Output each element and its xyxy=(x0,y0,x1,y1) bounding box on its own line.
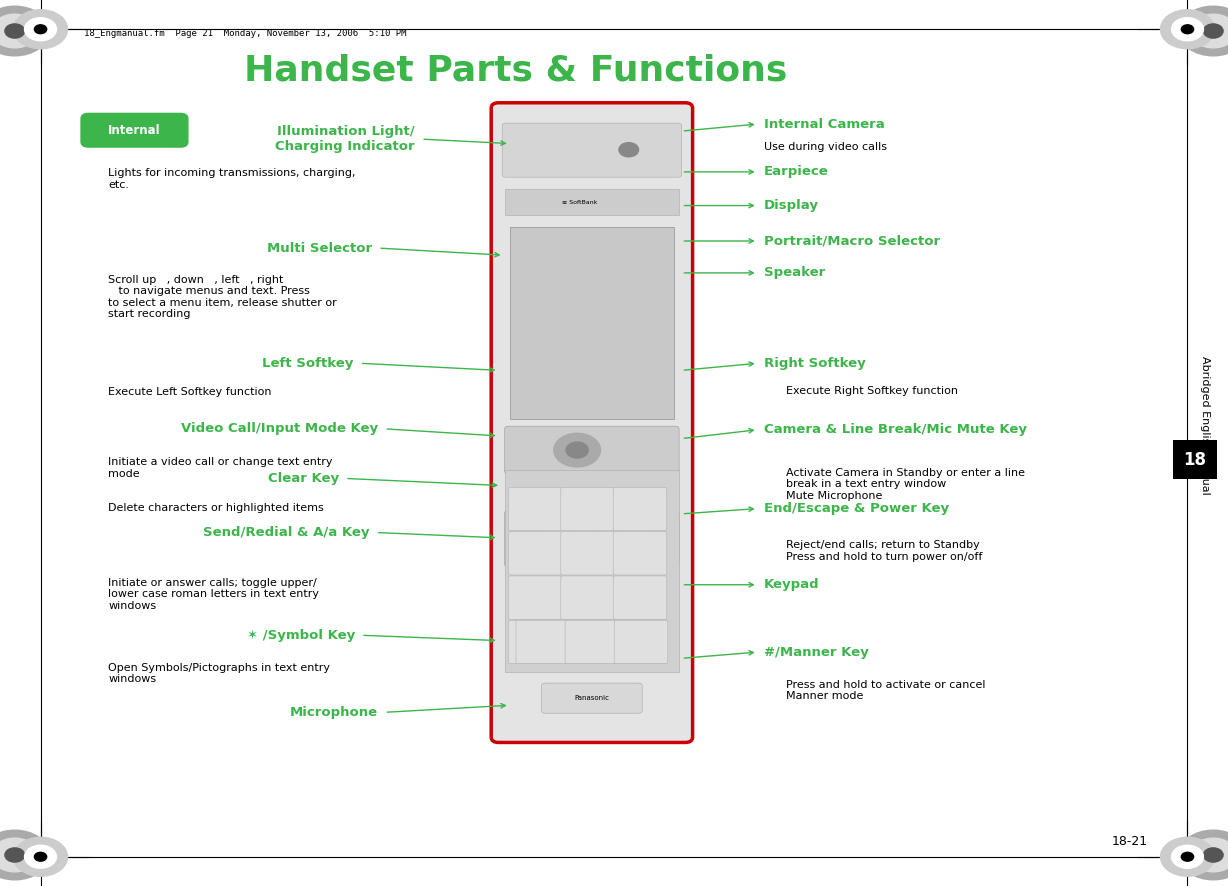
Text: Activate Camera in Standby or enter a line
break in a text entry window
Mute Mic: Activate Camera in Standby or enter a li… xyxy=(786,468,1025,501)
Circle shape xyxy=(0,14,38,48)
Text: Keypad: Keypad xyxy=(764,579,819,591)
Text: Lights for incoming transmissions, charging,
etc.: Lights for incoming transmissions, charg… xyxy=(108,168,356,190)
Text: ✶ /Symbol Key: ✶ /Symbol Key xyxy=(247,629,355,641)
Circle shape xyxy=(1190,838,1228,872)
FancyBboxPatch shape xyxy=(613,576,667,619)
Text: Portrait/Macro Selector: Portrait/Macro Selector xyxy=(764,235,939,247)
Text: 18-21: 18-21 xyxy=(1111,835,1148,848)
Circle shape xyxy=(1172,18,1203,41)
FancyBboxPatch shape xyxy=(508,620,562,664)
FancyBboxPatch shape xyxy=(613,478,647,509)
FancyBboxPatch shape xyxy=(561,532,614,575)
FancyBboxPatch shape xyxy=(502,123,682,177)
FancyBboxPatch shape xyxy=(561,487,614,531)
Circle shape xyxy=(1181,25,1194,34)
FancyBboxPatch shape xyxy=(508,576,562,619)
Text: Execute Right Softkey function: Execute Right Softkey function xyxy=(786,386,958,396)
Circle shape xyxy=(5,848,25,862)
Text: Left Softkey: Left Softkey xyxy=(263,357,354,369)
FancyBboxPatch shape xyxy=(613,532,667,575)
Text: Illumination Light/
Charging Indicator: Illumination Light/ Charging Indicator xyxy=(275,125,415,153)
Circle shape xyxy=(619,143,639,157)
FancyBboxPatch shape xyxy=(508,487,562,531)
Text: Reject/end calls; return to Standby
Press and hold to turn power on/off: Reject/end calls; return to Standby Pres… xyxy=(786,540,982,562)
Circle shape xyxy=(34,852,47,861)
FancyBboxPatch shape xyxy=(623,523,647,557)
FancyBboxPatch shape xyxy=(561,576,614,619)
FancyBboxPatch shape xyxy=(570,523,594,557)
Circle shape xyxy=(25,18,56,41)
Text: Display: Display xyxy=(764,199,819,212)
Circle shape xyxy=(5,24,25,38)
Circle shape xyxy=(0,6,49,56)
Text: Camera & Line Break/Mic Mute Key: Camera & Line Break/Mic Mute Key xyxy=(764,424,1027,436)
Circle shape xyxy=(1190,14,1228,48)
FancyBboxPatch shape xyxy=(491,103,693,742)
Text: 18_Engmanual.fm  Page 21  Monday, November 13, 2006  5:10 PM: 18_Engmanual.fm Page 21 Monday, November… xyxy=(84,29,406,38)
Text: Use during video calls: Use during video calls xyxy=(764,142,887,152)
FancyBboxPatch shape xyxy=(561,620,614,664)
Text: End/Escape & Power Key: End/Escape & Power Key xyxy=(764,502,949,515)
Text: Send/Redial & A/a Key: Send/Redial & A/a Key xyxy=(203,526,370,539)
FancyBboxPatch shape xyxy=(1173,440,1217,479)
Circle shape xyxy=(1172,845,1203,868)
Text: Initiate a video call or change text entry
mode: Initiate a video call or change text ent… xyxy=(108,457,333,478)
Circle shape xyxy=(0,830,49,880)
FancyBboxPatch shape xyxy=(81,113,188,147)
FancyBboxPatch shape xyxy=(565,620,619,664)
FancyBboxPatch shape xyxy=(613,620,667,664)
Circle shape xyxy=(1160,10,1214,49)
Text: 18: 18 xyxy=(1184,451,1206,469)
Text: Microphone: Microphone xyxy=(290,706,378,719)
FancyBboxPatch shape xyxy=(510,227,674,419)
FancyBboxPatch shape xyxy=(505,426,679,474)
FancyBboxPatch shape xyxy=(508,532,562,575)
FancyBboxPatch shape xyxy=(505,189,679,215)
Text: Right Softkey: Right Softkey xyxy=(764,357,866,369)
Circle shape xyxy=(1203,848,1223,862)
Text: Execute Left Softkey function: Execute Left Softkey function xyxy=(108,387,271,397)
Text: Scroll up   , down   , left   , right
   to navigate menus and text. Press  
to : Scroll up , down , left , right to navig… xyxy=(108,275,336,320)
Circle shape xyxy=(1179,6,1228,56)
Text: Clear Key: Clear Key xyxy=(268,472,339,485)
Text: Delete characters or highlighted items: Delete characters or highlighted items xyxy=(108,503,324,513)
Text: Earpiece: Earpiece xyxy=(764,166,829,178)
Text: Internal Camera: Internal Camera xyxy=(764,118,884,130)
Circle shape xyxy=(1203,24,1223,38)
Circle shape xyxy=(34,25,47,34)
Text: Multi Selector: Multi Selector xyxy=(266,242,372,254)
FancyBboxPatch shape xyxy=(505,470,679,672)
FancyBboxPatch shape xyxy=(543,523,567,557)
Circle shape xyxy=(0,838,38,872)
Text: ≡ SoftBank: ≡ SoftBank xyxy=(562,199,597,205)
FancyBboxPatch shape xyxy=(549,478,583,509)
Circle shape xyxy=(554,433,600,467)
FancyBboxPatch shape xyxy=(505,510,679,567)
Circle shape xyxy=(1181,852,1194,861)
Circle shape xyxy=(25,845,56,868)
Text: Speaker: Speaker xyxy=(764,267,825,279)
Text: Press and hold to activate or cancel
Manner mode: Press and hold to activate or cancel Man… xyxy=(786,680,985,701)
Text: Internal: Internal xyxy=(108,124,161,136)
FancyBboxPatch shape xyxy=(596,523,620,557)
Text: Panasonic: Panasonic xyxy=(575,696,609,701)
Text: Initiate or answer calls; toggle upper/
lower case roman letters in text entry
w: Initiate or answer calls; toggle upper/ … xyxy=(108,578,319,610)
FancyBboxPatch shape xyxy=(613,487,667,531)
Text: Open Symbols/Pictographs in text entry
windows: Open Symbols/Pictographs in text entry w… xyxy=(108,663,330,684)
Circle shape xyxy=(1179,830,1228,880)
Text: Handset Parts & Functions: Handset Parts & Functions xyxy=(244,54,787,88)
FancyBboxPatch shape xyxy=(516,620,570,664)
Circle shape xyxy=(1160,837,1214,876)
FancyBboxPatch shape xyxy=(614,620,668,664)
Text: Abridged English Manual: Abridged English Manual xyxy=(1200,356,1210,494)
FancyBboxPatch shape xyxy=(542,683,642,713)
Circle shape xyxy=(566,442,588,458)
Circle shape xyxy=(14,837,68,876)
Circle shape xyxy=(14,10,68,49)
Text: #/Manner Key: #/Manner Key xyxy=(764,646,868,658)
Text: Video Call/Input Mode Key: Video Call/Input Mode Key xyxy=(181,423,378,435)
